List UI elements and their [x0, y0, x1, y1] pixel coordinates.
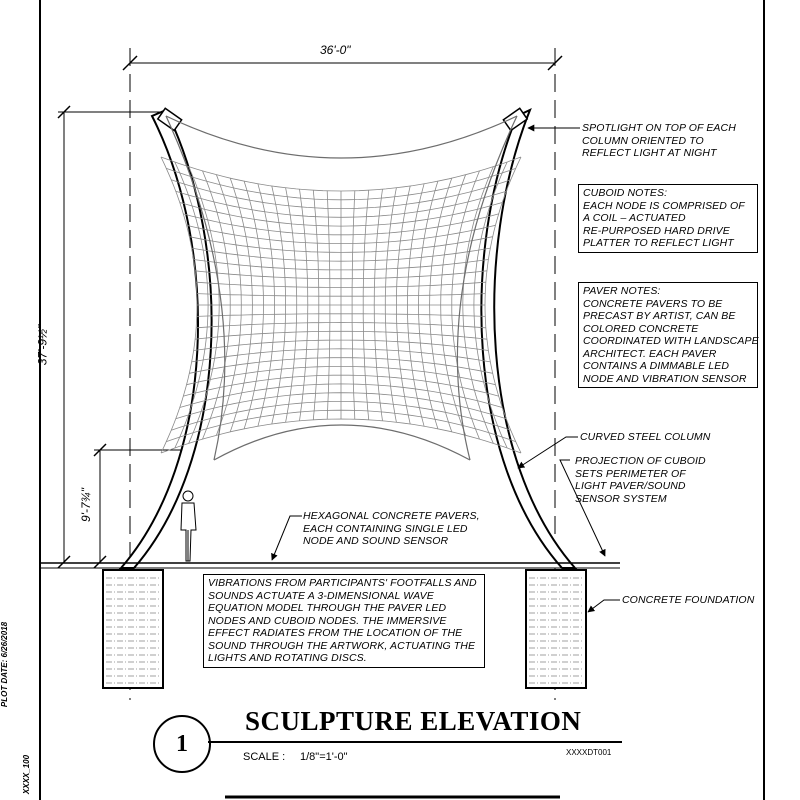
note-line: ARCHITECT. EACH PAVER	[583, 347, 717, 360]
scale-value: 1/8"=1'-0"	[300, 751, 348, 763]
mesh-line	[193, 339, 489, 351]
mesh-line	[191, 348, 491, 363]
mesh-line	[160, 418, 522, 454]
note-line: CONCRETE FOUNDATION	[622, 594, 755, 606]
drawing-code: XXXXDT001	[566, 748, 612, 757]
note-line: RE-PURPOSED HARD DRIVE	[583, 224, 730, 237]
drawing-title: SCULPTURE ELEVATION	[245, 706, 582, 736]
note-line: SETS PERIMETER OF	[575, 467, 686, 480]
note-vibrations: VIBRATIONS FROM PARTICIPANTS' FOOTFALLS …	[203, 574, 485, 668]
mesh-line	[429, 177, 453, 433]
mesh-line	[384, 187, 397, 423]
note-line: CONTAINS A DIMMABLE LED	[583, 360, 730, 372]
mesh-line	[160, 156, 522, 192]
note-line: REFLECT LIGHT AT NIGHT	[582, 147, 717, 159]
mesh-line	[484, 156, 522, 454]
note-line: SOUNDS ACTUATE A 3-DIMENSIONAL WAVE	[208, 589, 434, 602]
mesh-edge	[456, 115, 518, 461]
spotlight-left	[156, 107, 183, 132]
note-line: LIGHT PAVER/SOUND	[575, 480, 686, 492]
note-foundation: CONCRETE FOUNDATION	[622, 594, 754, 607]
mesh-line	[196, 322, 486, 329]
note-line: CUBOID NOTES:	[583, 187, 668, 199]
column-right	[480, 108, 578, 569]
mesh-line	[362, 190, 370, 420]
dimension-height-lower: 9'-7¾"	[78, 488, 93, 522]
leader-hex-pavers	[271, 515, 302, 561]
note-line: CURVED STEEL COLUMN	[580, 431, 711, 443]
note-line: COORDINATED WITH LANDSCAPE	[583, 335, 759, 347]
cuboid-mesh	[160, 115, 522, 461]
note-line: NODES AND CUBOID NODES. THE IMMERSIVE	[208, 614, 447, 627]
note-paver: PAVER NOTES: CONCRETE PAVERS TO BE PRECAST…	[578, 282, 759, 388]
note-cuboid: CUBOID NOTES: EACH NODE IS COMPRISED OF A …	[578, 184, 758, 253]
note-projection: PROJECTION OF CUBOID SETS PERIMETER OF LIG…	[575, 455, 706, 505]
mesh-line	[196, 313, 486, 317]
file-code: XXXX_100	[22, 754, 32, 795]
note-line: SENSOR SYSTEM	[575, 492, 667, 505]
mesh-line	[451, 170, 480, 440]
foundation-left	[102, 569, 164, 689]
mesh-line	[179, 383, 503, 408]
note-line: PLATTER TO REFLECT LIGHT	[583, 237, 734, 249]
note-hex-pavers: HEXAGONAL CONCRETE PAVERS, EACH CONTAININ…	[303, 510, 480, 548]
mesh-line	[189, 357, 493, 374]
note-line: SOUND THROUGH THE ARTWORK, ACTUATING THE	[208, 639, 476, 652]
note-line: EACH NODE IS COMPRISED OF	[583, 199, 745, 212]
human-scale-figure	[180, 490, 197, 562]
note-line: PAVER NOTES:	[583, 285, 661, 297]
mesh-line	[396, 185, 411, 425]
note-line: NODE AND SOUND SENSOR	[303, 535, 449, 547]
dimension-width-top: 36'-0"	[320, 43, 351, 57]
mesh-edge	[165, 115, 518, 159]
leader-foundation	[587, 599, 620, 613]
dim-tick	[93, 555, 107, 569]
scale-label: SCALE :	[243, 751, 286, 763]
leader-projection	[559, 459, 606, 557]
note-line: VIBRATIONS FROM PARTICIPANTS' FOOTFALLS …	[208, 577, 477, 589]
note-line: NODE AND VIBRATION SENSOR	[583, 372, 747, 385]
mesh-edge	[165, 115, 226, 461]
mesh-edge	[213, 424, 471, 461]
mesh-line	[418, 180, 439, 430]
mesh-line	[166, 409, 516, 442]
note-line: LIGHTS AND ROTATING DISCS.	[208, 652, 367, 664]
dim-tick	[93, 443, 107, 457]
mesh-line	[171, 401, 511, 431]
dim-tick	[547, 55, 563, 71]
note-line: COLORED CONCRETE	[583, 322, 699, 335]
dimension-height-total: 37'-9½"	[35, 324, 50, 366]
note-line: EQUATION MODEL THROUGH THE PAVER LED	[208, 602, 447, 614]
mesh-line	[373, 189, 383, 421]
note-line: A COIL – ACTUATED	[583, 212, 686, 224]
mesh-line	[440, 174, 466, 436]
leader-curved-column	[517, 436, 578, 469]
mesh-line	[351, 190, 356, 420]
mesh-line	[195, 330, 487, 340]
dim-tick	[57, 105, 71, 119]
note-line: PROJECTION OF CUBOID	[575, 455, 706, 467]
dim-tick	[57, 555, 71, 569]
mesh-line	[407, 183, 425, 427]
plot-date: PLOT DATE: 6/26/2018	[0, 621, 10, 708]
mesh-line	[175, 392, 507, 420]
note-line: PRECAST BY ARTIST, CAN BE	[583, 310, 736, 322]
note-spotlight: SPOTLIGHT ON TOP OF EACH COLUMN ORIENTED …	[582, 122, 736, 160]
note-curved-column: CURVED STEEL COLUMN	[580, 431, 710, 444]
note-line: CONCRETE PAVERS TO BE	[583, 297, 723, 310]
note-line: SPOTLIGHT ON TOP OF EACH	[582, 122, 736, 134]
note-line: EFFECT RADIATES FROM THE LOCATION OF THE	[208, 627, 463, 639]
note-line: EACH CONTAINING SINGLE LED	[303, 522, 468, 535]
note-line: COLUMN ORIENTED TO	[582, 134, 704, 147]
detail-number-badge: 1	[153, 715, 211, 773]
note-line: HEXAGONAL CONCRETE PAVERS,	[303, 510, 480, 522]
mesh-line	[473, 161, 508, 449]
foundation-right	[525, 569, 587, 689]
mesh-line	[186, 366, 496, 386]
dim-tick	[122, 55, 138, 71]
mesh-line	[462, 166, 494, 444]
mesh-line	[183, 374, 499, 397]
